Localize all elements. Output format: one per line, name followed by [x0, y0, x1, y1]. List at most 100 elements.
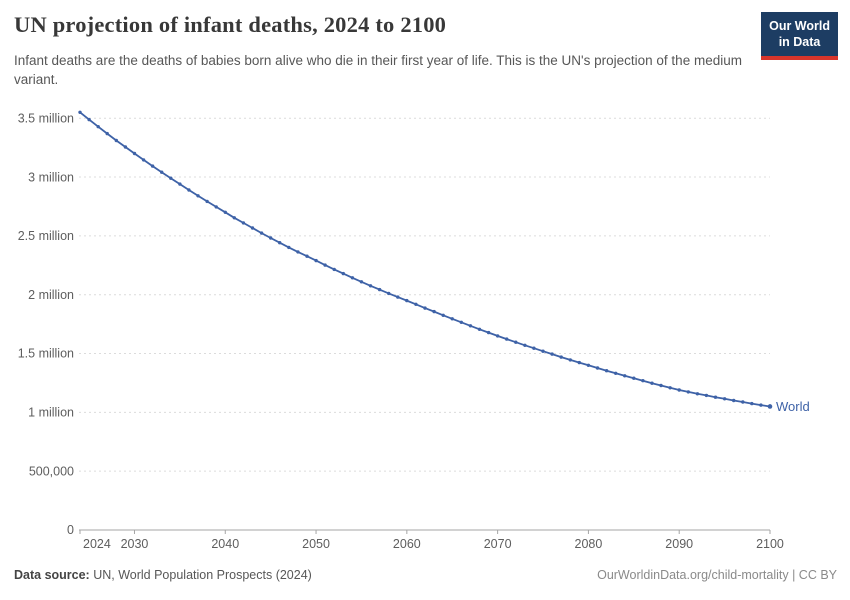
data-point[interactable] [432, 309, 436, 314]
data-point[interactable] [559, 355, 563, 359]
data-point[interactable] [405, 298, 409, 303]
data-point[interactable] [604, 369, 609, 373]
data-point[interactable] [541, 349, 545, 353]
data-point[interactable] [359, 280, 364, 284]
data-point[interactable] [695, 392, 700, 396]
data-point[interactable] [232, 216, 236, 220]
data-point[interactable] [287, 245, 291, 250]
data-point[interactable] [423, 306, 427, 310]
data-point[interactable] [305, 254, 309, 258]
data-point[interactable] [187, 188, 191, 192]
data-point[interactable] [495, 334, 500, 338]
data-point[interactable] [205, 199, 209, 204]
data-point[interactable] [486, 330, 491, 335]
data-point[interactable] [450, 317, 454, 321]
data-point[interactable] [532, 346, 536, 350]
license-link[interactable]: CC BY [798, 568, 837, 582]
data-point[interactable] [132, 151, 137, 156]
x-axis [79, 529, 771, 534]
data-point[interactable] [259, 231, 264, 235]
data-point[interactable] [350, 276, 355, 280]
data-point[interactable] [577, 360, 581, 365]
world-series-label: World [776, 399, 810, 414]
data-point[interactable] [677, 388, 681, 392]
data-point[interactable] [459, 320, 463, 324]
y-tick-label: 3.5 million [18, 111, 74, 125]
owid-logo[interactable]: Our World in Data [761, 12, 838, 60]
data-point[interactable] [713, 395, 718, 399]
data-point[interactable] [523, 343, 527, 347]
data-point[interactable] [759, 403, 763, 407]
world-line[interactable] [79, 111, 771, 408]
x-tick-label: 2030 [121, 537, 149, 551]
data-point[interactable] [141, 158, 146, 162]
data-point[interactable] [160, 170, 164, 174]
data-point[interactable] [641, 379, 645, 383]
data-point[interactable] [332, 267, 336, 272]
data-point[interactable] [123, 145, 128, 149]
data-point[interactable] [514, 340, 518, 344]
data-point[interactable] [550, 352, 554, 356]
data-point[interactable] [396, 295, 400, 299]
data-point[interactable] [296, 250, 300, 254]
y-gridlines [79, 117, 770, 472]
data-point[interactable] [668, 386, 672, 390]
data-point[interactable] [686, 390, 690, 394]
data-point[interactable] [278, 241, 282, 245]
data-point[interactable] [468, 324, 473, 328]
data-point[interactable] [659, 383, 663, 388]
data-point[interactable] [750, 401, 754, 406]
data-point[interactable] [722, 397, 727, 401]
x-tick-label: 2070 [484, 537, 512, 551]
data-point[interactable] [269, 236, 273, 240]
line-chart[interactable]: 0 500,000 1 million 1.5 million 2 million 2.5… [0, 0, 850, 560]
data-point[interactable] [477, 327, 482, 331]
data-point[interactable] [78, 110, 82, 115]
y-tick-label: 1 million [28, 406, 74, 420]
data-point[interactable] [196, 194, 200, 198]
data-point[interactable] [96, 125, 100, 129]
data-point[interactable] [250, 226, 255, 230]
x-tick-label: 2100 [756, 537, 784, 551]
data-point[interactable] [314, 258, 318, 263]
data-point[interactable] [623, 374, 627, 378]
data-point[interactable] [223, 210, 227, 214]
data-point[interactable] [105, 131, 109, 136]
data-point[interactable] [505, 337, 509, 341]
x-tick-label: 2080 [575, 537, 603, 551]
y-tick-label: 1.5 million [18, 347, 74, 361]
data-point[interactable] [441, 313, 445, 317]
data-point[interactable] [704, 393, 709, 398]
data-point[interactable] [595, 366, 600, 370]
data-point[interactable] [650, 381, 654, 385]
data-point[interactable] [632, 376, 636, 380]
x-tick-label: 2050 [302, 537, 330, 551]
data-point[interactable] [377, 287, 382, 292]
data-point[interactable] [87, 117, 91, 122]
data-point[interactable] [150, 164, 155, 168]
credit-line: OurWorldinData.org/child-mortality | CC … [597, 568, 837, 582]
end-point[interactable] [767, 404, 773, 409]
data-point[interactable] [732, 398, 736, 403]
data-point[interactable] [414, 302, 418, 306]
data-point[interactable] [614, 371, 618, 375]
owid-logo-line1: Our World [769, 19, 830, 33]
credit-separator: | [788, 568, 799, 582]
data-point[interactable] [568, 358, 572, 362]
data-point[interactable] [323, 263, 327, 267]
data-source: Data source: UN, World Population Prospe… [14, 568, 312, 582]
series-world[interactable]: World [78, 110, 810, 414]
data-point[interactable] [741, 400, 745, 404]
data-point[interactable] [241, 221, 246, 225]
x-tick-label: 2040 [211, 537, 239, 551]
data-point[interactable] [368, 284, 373, 288]
y-tick-label: 2.5 million [18, 229, 74, 243]
owid-url-link[interactable]: OurWorldinData.org/child-mortality [597, 568, 789, 582]
data-point[interactable] [114, 138, 119, 143]
data-point[interactable] [387, 291, 391, 296]
data-point[interactable] [178, 182, 182, 186]
data-point[interactable] [169, 176, 173, 180]
data-point[interactable] [586, 363, 591, 367]
data-point[interactable] [214, 205, 218, 209]
data-point[interactable] [341, 271, 345, 276]
